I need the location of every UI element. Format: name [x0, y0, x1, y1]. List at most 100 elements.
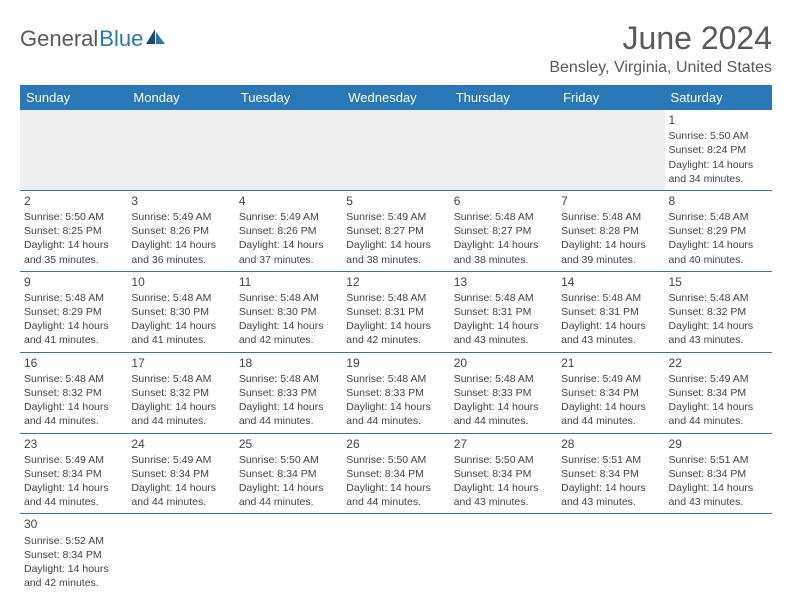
day-cell: 18Sunrise: 5:48 AMSunset: 8:33 PMDayligh…: [235, 352, 342, 433]
logo: GeneralBlue: [20, 20, 167, 52]
day-cell: 30 Sunrise: 5:52 AMSunset: 8:34 PMDayligh…: [20, 514, 127, 594]
day-number: 6: [454, 193, 553, 209]
day-cell: 16Sunrise: 5:48 AMSunset: 8:32 PMDayligh…: [20, 352, 127, 433]
day-cell: 5Sunrise: 5:49 AMSunset: 8:27 PMDaylight…: [342, 190, 449, 271]
day-details: Sunrise: 5:49 AMSunset: 8:34 PMDaylight:…: [561, 372, 660, 429]
day-cell: 20Sunrise: 5:48 AMSunset: 8:33 PMDayligh…: [450, 352, 557, 433]
week-row: 23Sunrise: 5:49 AMSunset: 8:34 PMDayligh…: [20, 433, 772, 514]
day-cell: 15Sunrise: 5:48 AMSunset: 8:32 PMDayligh…: [665, 271, 772, 352]
day-details: Sunrise: 5:48 AMSunset: 8:33 PMDaylight:…: [346, 372, 445, 429]
day-cell: 13Sunrise: 5:48 AMSunset: 8:31 PMDayligh…: [450, 271, 557, 352]
day-number: 12: [346, 274, 445, 290]
day-details: Sunrise: 5:48 AMSunset: 8:33 PMDaylight:…: [239, 372, 338, 429]
day-details: Sunrise: 5:48 AMSunset: 8:29 PMDaylight:…: [669, 210, 768, 267]
day-number: 27: [454, 436, 553, 452]
logo-sail-icon: [145, 28, 167, 46]
day-cell: [557, 110, 664, 190]
day-number: 5: [346, 193, 445, 209]
day-cell: [450, 110, 557, 190]
day-number: 22: [669, 355, 768, 371]
col-header-saturday: Saturday: [665, 85, 772, 110]
day-cell: 4Sunrise: 5:49 AMSunset: 8:26 PMDaylight…: [235, 190, 342, 271]
day-number: 21: [561, 355, 660, 371]
day-number: 11: [239, 274, 338, 290]
week-row: 16Sunrise: 5:48 AMSunset: 8:32 PMDayligh…: [20, 352, 772, 433]
day-cell: 6Sunrise: 5:48 AMSunset: 8:27 PMDaylight…: [450, 190, 557, 271]
day-details: Sunrise: 5:48 AMSunset: 8:32 PMDaylight:…: [669, 291, 768, 348]
day-number: 7: [561, 193, 660, 209]
day-cell: 1Sunrise: 5:50 AMSunset: 8:24 PMDaylight…: [665, 110, 772, 190]
day-cell: 19Sunrise: 5:48 AMSunset: 8:33 PMDayligh…: [342, 352, 449, 433]
day-cell: 28Sunrise: 5:51 AMSunset: 8:34 PMDayligh…: [557, 433, 664, 514]
day-details: Sunrise: 5:48 AMSunset: 8:32 PMDaylight:…: [131, 372, 230, 429]
day-cell: [20, 110, 127, 190]
day-details: Sunrise: 5:48 AMSunset: 8:27 PMDaylight:…: [454, 210, 553, 267]
day-cell: [127, 514, 234, 594]
calendar-body: 1Sunrise: 5:50 AMSunset: 8:24 PMDaylight…: [20, 110, 772, 594]
day-number: 18: [239, 355, 338, 371]
day-number: 1: [669, 112, 768, 128]
col-header-friday: Friday: [557, 85, 664, 110]
day-details: Sunrise: 5:49 AMSunset: 8:27 PMDaylight:…: [346, 210, 445, 267]
day-cell: 11Sunrise: 5:48 AMSunset: 8:30 PMDayligh…: [235, 271, 342, 352]
day-cell: [665, 514, 772, 594]
day-details: Sunrise: 5:48 AMSunset: 8:31 PMDaylight:…: [346, 291, 445, 348]
day-cell: 27Sunrise: 5:50 AMSunset: 8:34 PMDayligh…: [450, 433, 557, 514]
day-details: Sunrise: 5:49 AMSunset: 8:26 PMDaylight:…: [239, 210, 338, 267]
day-cell: 14Sunrise: 5:48 AMSunset: 8:31 PMDayligh…: [557, 271, 664, 352]
day-cell: [342, 110, 449, 190]
day-details: Sunrise: 5:52 AMSunset: 8:34 PMDaylight:…: [24, 534, 123, 591]
header: GeneralBlue June 2024 Bensley, Virginia,…: [20, 20, 772, 77]
header-row: SundayMondayTuesdayWednesdayThursdayFrid…: [20, 85, 772, 110]
day-number: 14: [561, 274, 660, 290]
day-number: 10: [131, 274, 230, 290]
day-number: 9: [24, 274, 123, 290]
day-number: 2: [24, 193, 123, 209]
day-cell: 21Sunrise: 5:49 AMSunset: 8:34 PMDayligh…: [557, 352, 664, 433]
day-details: Sunrise: 5:48 AMSunset: 8:32 PMDaylight:…: [24, 372, 123, 429]
day-number: 20: [454, 355, 553, 371]
calendar-table: SundayMondayTuesdayWednesdayThursdayFrid…: [20, 85, 772, 594]
day-details: Sunrise: 5:49 AMSunset: 8:34 PMDaylight:…: [669, 372, 768, 429]
day-cell: [235, 110, 342, 190]
day-cell: 24Sunrise: 5:49 AMSunset: 8:34 PMDayligh…: [127, 433, 234, 514]
day-number: 25: [239, 436, 338, 452]
day-number: 4: [239, 193, 338, 209]
day-cell: 7Sunrise: 5:48 AMSunset: 8:28 PMDaylight…: [557, 190, 664, 271]
day-number: 23: [24, 436, 123, 452]
day-number: 8: [669, 193, 768, 209]
logo-text-1: General: [20, 26, 98, 52]
day-cell: 17Sunrise: 5:48 AMSunset: 8:32 PMDayligh…: [127, 352, 234, 433]
day-details: Sunrise: 5:48 AMSunset: 8:31 PMDaylight:…: [454, 291, 553, 348]
day-cell: 3Sunrise: 5:49 AMSunset: 8:26 PMDaylight…: [127, 190, 234, 271]
day-details: Sunrise: 5:51 AMSunset: 8:34 PMDaylight:…: [669, 453, 768, 510]
logo-text-2: Blue: [99, 26, 143, 52]
day-number: 24: [131, 436, 230, 452]
day-cell: 26Sunrise: 5:50 AMSunset: 8:34 PMDayligh…: [342, 433, 449, 514]
day-details: Sunrise: 5:48 AMSunset: 8:30 PMDaylight:…: [131, 291, 230, 348]
day-number: 16: [24, 355, 123, 371]
col-header-tuesday: Tuesday: [235, 85, 342, 110]
day-details: Sunrise: 5:51 AMSunset: 8:34 PMDaylight:…: [561, 453, 660, 510]
title-block: June 2024 Bensley, Virginia, United Stat…: [549, 20, 772, 77]
day-cell: 12Sunrise: 5:48 AMSunset: 8:31 PMDayligh…: [342, 271, 449, 352]
col-header-monday: Monday: [127, 85, 234, 110]
day-cell: 29Sunrise: 5:51 AMSunset: 8:34 PMDayligh…: [665, 433, 772, 514]
day-cell: 25Sunrise: 5:50 AMSunset: 8:34 PMDayligh…: [235, 433, 342, 514]
col-header-sunday: Sunday: [20, 85, 127, 110]
day-details: Sunrise: 5:48 AMSunset: 8:28 PMDaylight:…: [561, 210, 660, 267]
day-details: Sunrise: 5:50 AMSunset: 8:34 PMDaylight:…: [346, 453, 445, 510]
day-number: 15: [669, 274, 768, 290]
day-number: 30: [24, 516, 123, 532]
day-cell: 8Sunrise: 5:48 AMSunset: 8:29 PMDaylight…: [665, 190, 772, 271]
day-details: Sunrise: 5:48 AMSunset: 8:31 PMDaylight:…: [561, 291, 660, 348]
month-title: June 2024: [549, 20, 772, 57]
location: Bensley, Virginia, United States: [549, 59, 772, 77]
day-details: Sunrise: 5:49 AMSunset: 8:34 PMDaylight:…: [24, 453, 123, 510]
day-cell: 2Sunrise: 5:50 AMSunset: 8:25 PMDaylight…: [20, 190, 127, 271]
col-header-thursday: Thursday: [450, 85, 557, 110]
day-details: Sunrise: 5:49 AMSunset: 8:26 PMDaylight:…: [131, 210, 230, 267]
day-cell: [235, 514, 342, 594]
day-details: Sunrise: 5:50 AMSunset: 8:34 PMDaylight:…: [239, 453, 338, 510]
day-cell: [342, 514, 449, 594]
